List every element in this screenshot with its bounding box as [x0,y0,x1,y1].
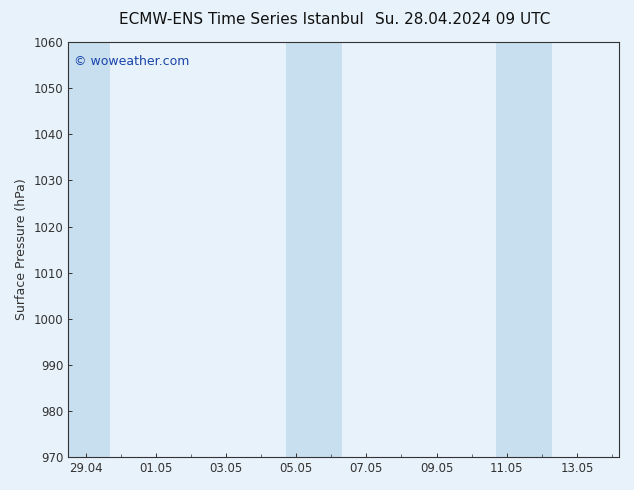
Bar [286,42,342,457]
Text: © woweather.com: © woweather.com [74,54,189,68]
Bar [496,42,552,457]
Text: ECMW-ENS Time Series Istanbul: ECMW-ENS Time Series Istanbul [119,12,363,27]
Text: Su. 28.04.2024 09 UTC: Su. 28.04.2024 09 UTC [375,12,550,27]
Y-axis label: Surface Pressure (hPa): Surface Pressure (hPa) [15,179,28,320]
Bar [68,42,110,457]
